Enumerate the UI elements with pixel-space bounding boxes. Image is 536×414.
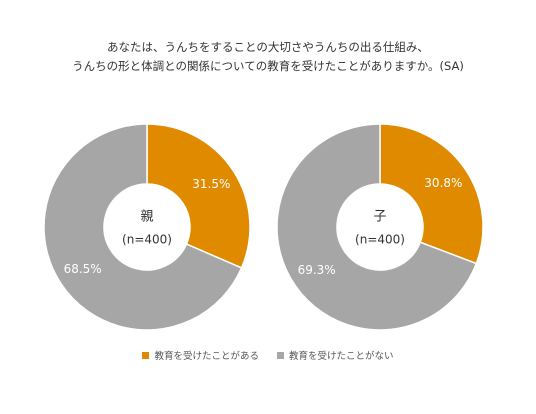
donut-1-slice-yes [146,123,251,269]
legend-swatch-no [277,351,284,359]
legend-label-no: 教育を受けたことがない [289,351,394,362]
legend-item-yes: 教育を受けたことがある [142,348,259,362]
title-line-1: あなたは、うんちをすることの大切さやうんちの出る仕組み、 [107,40,429,54]
legend-label-yes: 教育を受けたことがある [154,351,259,362]
donut-2-center-label: 子 [373,210,386,225]
donut-1-center-sublabel: (n=400) [122,233,172,247]
donut-1-center-label: 親 [140,210,153,225]
donut-2-slice-yes [379,123,484,265]
chart-title: あなたは、うんちをすることの大切さやうんちの出る仕組み、 うんちの形と体調との関… [0,38,536,76]
title-line-2: うんちの形と体調との関係についての教育を受けたことがありますか。(SA) [72,59,464,73]
donut-2-center-sublabel: (n=400) [355,233,405,247]
donut-2-value-label-yes: 30.8% [424,176,462,190]
donut-1-value-label-no: 68.5% [64,262,102,276]
donut-2-slice-no [276,123,478,331]
legend-swatch-yes [142,351,150,359]
legend: 教育を受けたことがある 教育を受けたことがない [0,348,536,362]
donut-1-value-label-yes: 31.5% [192,177,230,191]
legend-item-no: 教育を受けたことがない [277,348,394,362]
donut-2-value-label-no: 69.3% [298,263,336,277]
donut-1-slice-no [43,123,243,331]
